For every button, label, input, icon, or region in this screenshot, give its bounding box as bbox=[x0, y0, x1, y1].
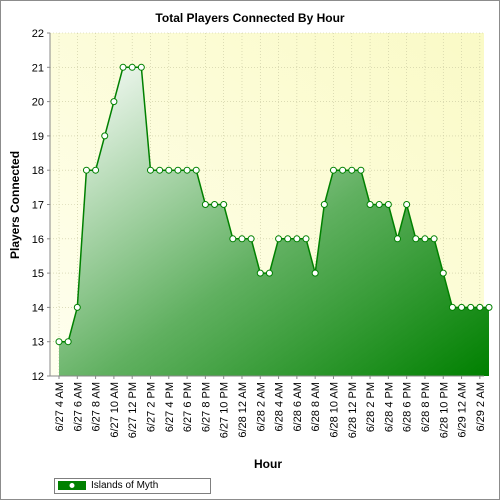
x-axis-label: Hour bbox=[254, 457, 282, 471]
x-tick-label: 6/28 6 PM bbox=[402, 382, 414, 432]
data-point bbox=[265, 269, 273, 277]
legend-swatch bbox=[58, 481, 86, 490]
y-tick-label: 20 bbox=[32, 97, 44, 109]
data-point bbox=[421, 235, 429, 243]
data-point bbox=[467, 303, 475, 311]
chart-title: Total Players Connected By Hour bbox=[155, 11, 344, 25]
y-tick-label: 12 bbox=[32, 371, 44, 383]
y-tick-label: 18 bbox=[32, 165, 44, 177]
data-point bbox=[183, 166, 191, 174]
x-tick-label: 6/29 12 AM bbox=[457, 382, 469, 438]
data-point bbox=[448, 303, 456, 311]
data-point bbox=[485, 303, 493, 311]
x-tick-label: 6/27 4 AM bbox=[54, 382, 66, 432]
y-tick-label: 16 bbox=[32, 234, 44, 246]
data-point bbox=[229, 235, 237, 243]
data-point bbox=[256, 269, 264, 277]
x-tick-label: 6/28 10 PM bbox=[438, 382, 450, 438]
data-point bbox=[375, 201, 383, 208]
data-point bbox=[55, 338, 63, 346]
x-tick-label: 6/28 12 AM bbox=[237, 382, 249, 438]
y-tick-label: 13 bbox=[32, 337, 44, 349]
data-point bbox=[165, 166, 173, 174]
data-point bbox=[192, 166, 200, 174]
data-point bbox=[293, 235, 301, 243]
x-tick-label: 6/27 8 PM bbox=[200, 382, 212, 432]
data-point bbox=[412, 235, 420, 243]
data-point bbox=[211, 201, 219, 208]
x-tick-label: 6/28 4 PM bbox=[383, 382, 395, 432]
x-tick-label: 6/27 6 PM bbox=[182, 382, 194, 432]
data-point bbox=[320, 201, 328, 208]
y-tick-label: 22 bbox=[32, 28, 44, 40]
y-tick-labels: 12 13 14 15 16 17 18 19 20 21 22 bbox=[32, 28, 50, 383]
data-point bbox=[329, 166, 337, 174]
data-point bbox=[128, 63, 136, 71]
data-point bbox=[156, 166, 164, 174]
y-tick-label: 21 bbox=[32, 62, 44, 74]
data-point bbox=[220, 201, 228, 208]
data-point bbox=[110, 98, 118, 106]
data-point bbox=[275, 235, 283, 243]
data-point bbox=[92, 166, 100, 174]
data-point bbox=[82, 166, 90, 174]
x-tick-label: 6/27 6 AM bbox=[72, 382, 84, 432]
y-tick-label: 15 bbox=[32, 268, 44, 280]
series-points bbox=[55, 63, 493, 346]
data-point bbox=[384, 201, 392, 208]
data-point bbox=[174, 166, 182, 174]
data-point bbox=[238, 235, 246, 243]
data-point bbox=[137, 63, 145, 71]
x-tick-label: 6/28 4 AM bbox=[274, 382, 286, 432]
data-point bbox=[366, 201, 374, 208]
x-tick-label: 6/28 6 AM bbox=[292, 382, 304, 432]
x-tick-label: 6/27 12 PM bbox=[127, 382, 139, 438]
data-point bbox=[247, 235, 255, 243]
y-axis-label: Players Connected bbox=[8, 151, 22, 259]
x-tick-label: 6/28 8 AM bbox=[310, 382, 322, 432]
data-point bbox=[357, 166, 365, 174]
x-tick-label: 6/28 12 PM bbox=[347, 382, 359, 438]
data-point bbox=[394, 235, 402, 243]
x-tick-label: 6/28 2 AM bbox=[255, 382, 267, 432]
series-area bbox=[59, 67, 489, 377]
data-point bbox=[302, 235, 310, 243]
data-point bbox=[476, 303, 484, 311]
y-tick-label: 14 bbox=[32, 302, 44, 314]
x-tick-label: 6/27 10 AM bbox=[109, 382, 121, 438]
legend: Islands of Myth bbox=[54, 478, 211, 494]
y-tick-label: 17 bbox=[32, 200, 44, 212]
y-tick-label: 19 bbox=[32, 131, 44, 143]
data-point bbox=[458, 303, 466, 311]
x-tick-label: 6/28 8 PM bbox=[420, 382, 432, 432]
data-point bbox=[439, 269, 447, 277]
data-point bbox=[430, 235, 438, 243]
x-tick-label: 6/29 2 AM bbox=[475, 382, 487, 432]
x-tick-label: 6/27 8 AM bbox=[91, 382, 103, 432]
data-point bbox=[73, 303, 81, 311]
data-point bbox=[348, 166, 356, 174]
data-point bbox=[101, 132, 109, 140]
x-tick-label: 6/27 2 PM bbox=[145, 382, 157, 432]
x-tick-label: 6/27 4 PM bbox=[164, 382, 176, 432]
x-tick-label: 6/27 10 PM bbox=[219, 382, 231, 438]
x-tick-label: 6/28 10 AM bbox=[328, 382, 340, 438]
data-point bbox=[339, 166, 347, 174]
data-point bbox=[64, 338, 72, 346]
data-point bbox=[201, 201, 209, 208]
data-point bbox=[119, 63, 127, 71]
data-point bbox=[284, 235, 292, 243]
x-tick-label: 6/28 2 PM bbox=[365, 382, 377, 432]
data-point bbox=[311, 269, 319, 277]
data-point bbox=[146, 166, 154, 174]
legend-label-islands-of-myth: Islands of Myth bbox=[91, 480, 159, 491]
x-tick-labels: 6/27 4 AM 6/27 6 AM 6/27 8 AM 6/27 10 AM 6/2… bbox=[54, 376, 487, 438]
data-point bbox=[403, 201, 411, 208]
